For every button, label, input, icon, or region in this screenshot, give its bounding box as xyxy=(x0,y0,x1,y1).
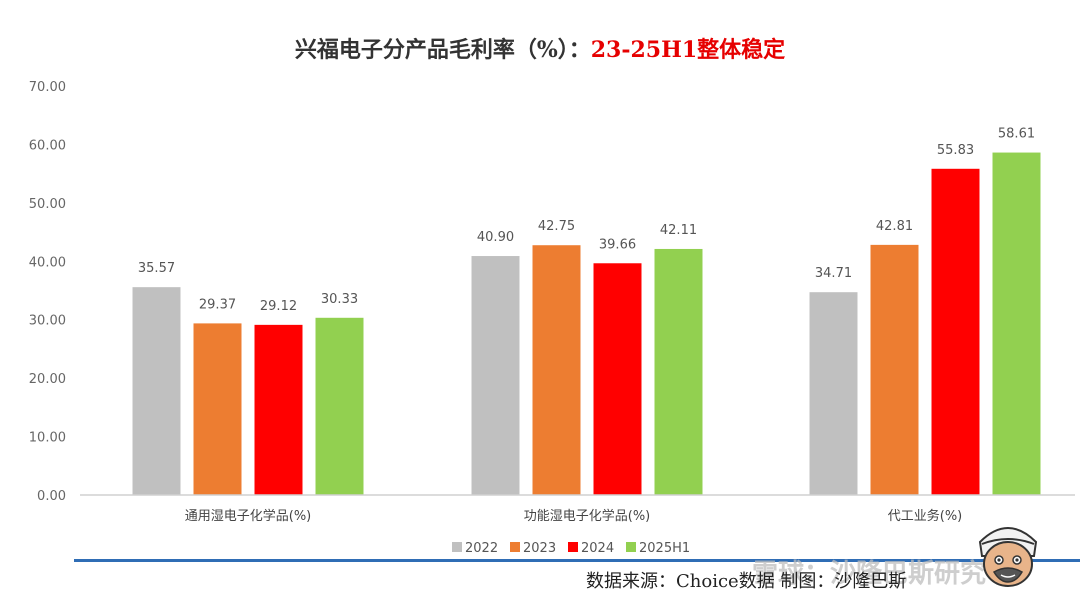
x-category-label: 通用湿电子化学品(%) xyxy=(185,508,312,524)
data-label: 55.83 xyxy=(937,143,974,158)
y-tick-label: 0.00 xyxy=(37,489,66,504)
bar xyxy=(532,245,581,495)
data-label: 30.33 xyxy=(321,292,358,307)
x-category-label: 功能湿电子化学品(%) xyxy=(524,508,651,524)
legend-label: 2022 xyxy=(465,541,498,556)
legend-swatch xyxy=(510,542,520,552)
data-label: 40.90 xyxy=(477,230,514,245)
legend-swatch xyxy=(568,542,578,552)
bar xyxy=(992,152,1041,495)
y-tick-label: 70.00 xyxy=(29,80,66,95)
chart-title: 兴福电子分产品毛利率（%）：23-25H1整体稳定 xyxy=(0,32,1080,64)
data-label: 42.75 xyxy=(538,219,575,234)
source-divider xyxy=(74,559,1080,562)
y-tick-label: 40.00 xyxy=(29,255,66,270)
y-tick-label: 20.00 xyxy=(29,372,66,387)
bar xyxy=(654,248,703,495)
watermark: 雪球：沙隆巴斯研究 xyxy=(752,559,987,589)
chart-title-accent: 23-25H1整体稳定 xyxy=(590,37,786,63)
legend-label: 2025H1 xyxy=(639,541,690,556)
bar xyxy=(315,317,364,495)
legend: 2022 2023 2024 2025H1 xyxy=(452,541,690,556)
chart-title-main: 兴福电子分产品毛利率（%）： xyxy=(294,37,591,63)
bar xyxy=(193,323,242,495)
y-tick-label: 30.00 xyxy=(29,314,66,329)
bar xyxy=(593,263,642,495)
data-label: 35.57 xyxy=(138,261,175,276)
legend-swatch xyxy=(626,542,636,552)
bar xyxy=(809,292,858,495)
bars xyxy=(132,152,1041,496)
legend-label: 2023 xyxy=(523,541,556,556)
y-axis: 0.00 10.00 20.00 30.00 40.00 50.00 60.00 70.00 xyxy=(29,80,66,504)
data-labels: 35.57 40.90 34.71 29.37 42.75 42.81 29.12 39.66… xyxy=(138,127,1035,314)
y-tick-label: 10.00 xyxy=(29,431,66,446)
source-note: 数据来源：Choice数据 制图：沙隆巴斯 xyxy=(586,571,907,592)
data-label: 42.81 xyxy=(876,219,913,234)
bar xyxy=(931,168,980,496)
data-label: 39.66 xyxy=(599,237,636,252)
mascot-avatar xyxy=(978,527,1038,587)
bar xyxy=(471,256,520,495)
data-label: 58.61 xyxy=(998,127,1035,142)
legend-label: 2024 xyxy=(581,541,614,556)
y-tick-label: 50.00 xyxy=(29,197,66,212)
data-label: 29.37 xyxy=(199,297,236,312)
bar xyxy=(870,244,919,495)
y-tick-label: 60.00 xyxy=(29,138,66,153)
data-label: 29.12 xyxy=(260,299,297,314)
bar xyxy=(254,324,303,495)
x-axis: 通用湿电子化学品(%) 功能湿电子化学品(%) 代工业务(%) xyxy=(80,494,1075,524)
data-label: 34.71 xyxy=(815,266,852,281)
data-label: 42.11 xyxy=(660,223,697,238)
legend-swatch xyxy=(452,542,462,552)
bar xyxy=(132,287,181,495)
x-category-label: 代工业务(%) xyxy=(888,508,963,524)
